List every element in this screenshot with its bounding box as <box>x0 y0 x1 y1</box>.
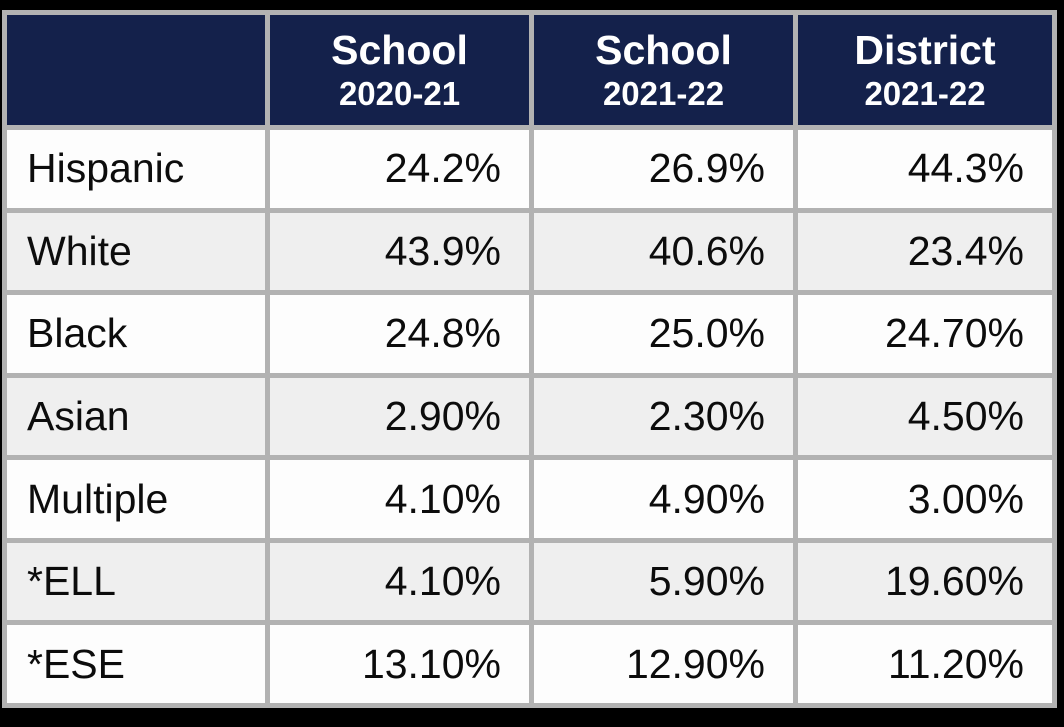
table-cell: 40.6% <box>534 212 793 291</box>
column-header-label: School <box>595 26 732 73</box>
table-cell: 25.0% <box>534 295 793 373</box>
table-cell: 4.50% <box>798 377 1052 456</box>
row-label-asian: Asian <box>7 377 265 456</box>
table-cell: 24.8% <box>270 295 529 373</box>
column-header-sublabel: 2020-21 <box>338 74 461 112</box>
table-cell: 4.90% <box>534 460 793 538</box>
column-header-sublabel: 2021-22 <box>602 74 725 112</box>
table-cell: 4.10% <box>270 542 529 621</box>
column-header-empty <box>7 15 265 125</box>
column-header-label: School <box>331 26 468 73</box>
column-header-school-2021-22: School 2021-22 <box>534 15 793 125</box>
row-label-black: Black <box>7 295 265 373</box>
table-cell: 5.90% <box>534 542 793 621</box>
table-cell: 24.2% <box>270 130 529 208</box>
table-cell: 2.30% <box>534 377 793 456</box>
row-label-white: White <box>7 212 265 291</box>
column-header-sublabel: 2021-22 <box>864 74 986 112</box>
table-cell: 3.00% <box>798 460 1052 538</box>
table-cell: 19.60% <box>798 542 1052 621</box>
column-header-school-2020-21: School 2020-21 <box>270 15 529 125</box>
table-cell: 43.9% <box>270 212 529 291</box>
table-cell: 24.70% <box>798 295 1052 373</box>
row-label-ell: *ELL <box>7 542 265 621</box>
table-cell: 4.10% <box>270 460 529 538</box>
row-label-hispanic: Hispanic <box>7 130 265 208</box>
table-cell: 44.3% <box>798 130 1052 208</box>
table-cell: 2.90% <box>270 377 529 456</box>
row-label-ese: *ESE <box>7 625 265 703</box>
demographics-table: School 2020-21 School 2021-22 District 2… <box>2 10 1057 708</box>
table-cell: 26.9% <box>534 130 793 208</box>
table-cell: 13.10% <box>270 625 529 703</box>
table-cell: 23.4% <box>798 212 1052 291</box>
row-label-multiple: Multiple <box>7 460 265 538</box>
table-cell: 11.20% <box>798 625 1052 703</box>
table-cell: 12.90% <box>534 625 793 703</box>
column-header-district-2021-22: District 2021-22 <box>798 15 1052 125</box>
column-header-label: District <box>854 26 996 73</box>
